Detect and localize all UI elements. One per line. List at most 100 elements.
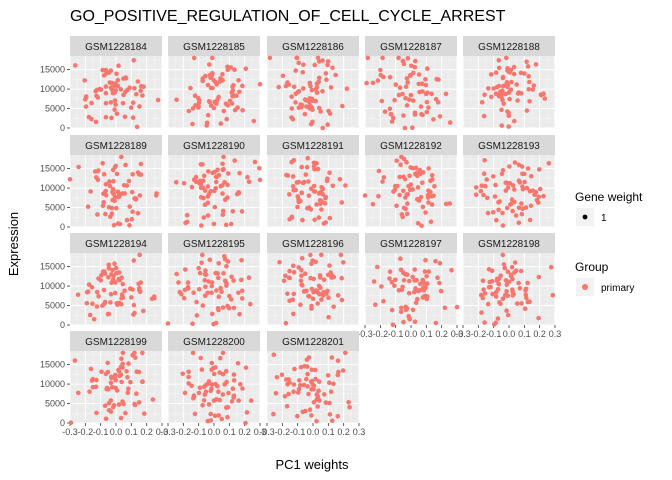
data-point [181,181,187,186]
data-point [412,319,418,325]
data-point [108,291,114,297]
data-point [222,278,228,284]
data-point [276,84,282,90]
data-point [371,279,377,284]
data-point [328,85,334,90]
data-point [106,407,112,413]
data-point [100,303,105,308]
legend: Gene weight 1 Group primary [575,190,643,296]
data-point [231,372,237,377]
data-point [120,295,126,300]
facet-panel: GSM1228200 -0.3 -0.2 -0.1 0.0 0.1 0.2 0.3 [160,331,266,437]
data-point [140,350,145,356]
data-point [492,194,498,199]
data-point [370,201,376,207]
facet-panel: GSM1228190 [167,135,263,228]
data-point [291,188,297,193]
data-point [202,293,208,299]
data-point [239,277,244,283]
data-point [296,265,302,270]
data-point [482,320,487,325]
data-point [437,260,443,266]
data-point [105,311,111,317]
data-point [484,177,490,182]
data-point [512,118,517,124]
data-point [415,296,420,302]
data-point [536,315,541,321]
data-point [298,278,304,284]
data-point [394,158,400,163]
data-point [176,280,181,285]
data-point [104,385,110,391]
data-point [91,317,97,322]
data-point [498,301,503,307]
data-point [96,294,101,299]
data-point [397,192,402,198]
data-point [302,111,308,117]
data-point [525,280,530,286]
facet-strip-label: GSM1228198 [478,239,540,250]
data-point [191,55,197,61]
data-point [504,289,509,294]
data-point [312,367,318,373]
data-point [312,62,318,68]
data-point [181,295,187,301]
data-point [298,102,304,107]
data-point [406,184,411,189]
data-point [410,165,416,171]
data-point [119,154,124,160]
data-point [310,258,315,263]
data-point [130,209,135,214]
data-point [473,185,479,190]
data-point [314,392,320,397]
data-point [500,252,506,258]
data-point [500,88,505,93]
data-point [311,400,317,405]
data-point [401,174,406,180]
data-point [105,369,111,375]
data-point [125,375,130,380]
data-point [405,55,411,61]
data-point [339,275,345,281]
data-point [528,173,534,179]
data-point [114,171,120,177]
data-point [501,101,507,106]
x-tick-label: 0.3 [353,427,366,437]
data-point [186,108,192,114]
data-point [291,389,296,395]
data-point [422,269,428,274]
data-point [307,407,313,413]
data-point [417,167,423,173]
data-point [507,70,513,75]
data-point [118,364,124,370]
data-point [310,98,316,103]
data-point [220,350,226,356]
data-point [319,199,324,204]
data-point [292,366,297,372]
data-point [376,168,382,174]
data-point [231,395,236,400]
data-point [396,288,402,293]
data-point [232,93,237,98]
data-point [504,180,510,186]
data-point [291,291,297,297]
data-point [300,217,305,223]
data-point [103,90,109,96]
legend-group-label: primary [601,283,634,294]
data-point [280,73,286,79]
data-point [240,288,245,294]
data-point [303,172,309,177]
data-point [310,382,316,388]
data-point [340,103,345,109]
data-point [337,176,343,182]
x-tick-label: -0.2 [78,427,94,437]
data-point [212,204,218,210]
data-point [245,174,250,180]
data-point [99,369,104,375]
data-point [375,78,381,83]
data-point [213,320,219,326]
data-point [421,285,426,290]
data-point [312,217,318,223]
data-point [315,404,321,409]
